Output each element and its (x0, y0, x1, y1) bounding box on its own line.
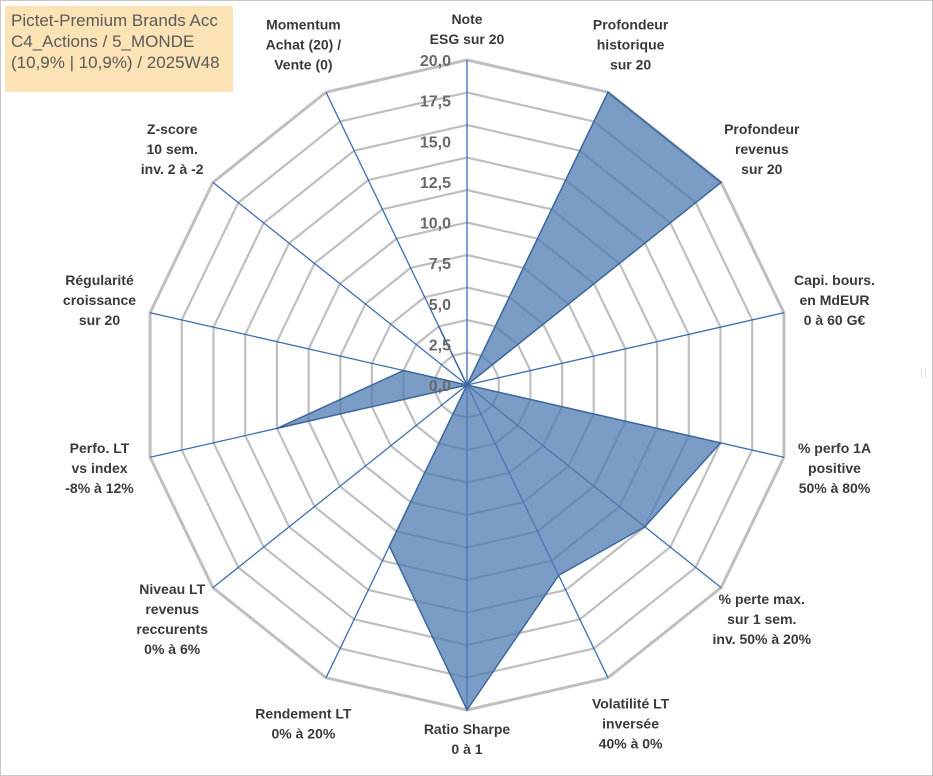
axis-label-2: Profondeur revenus sur 20 (724, 121, 800, 177)
axis-label-9: Niveau LT revenus reccurents 0% à 6% (136, 581, 208, 657)
tick-label-7: 17,5 (420, 94, 451, 111)
spoke-12 (212, 181, 468, 386)
series-point-5 (644, 526, 646, 528)
resize-handle[interactable] (921, 368, 926, 378)
tick-label-5: 12,5 (420, 175, 451, 192)
axis-label-7: Ratio Sharpe 0 à 1 (424, 721, 511, 757)
radar-series (276, 91, 723, 712)
series-point-2 (720, 181, 722, 184)
series-point-13 (438, 325, 440, 328)
tick-label-0: 0,0 (429, 378, 451, 395)
axis-label-1: Profondeur historique sur 20 (593, 16, 669, 72)
axis-label-4: % perfo 1A positive 50% à 80% (798, 440, 871, 496)
series-point-6 (557, 574, 560, 577)
spoke-3 (466, 312, 785, 386)
axis-label-10: Perfo. LT vs index -8% à 12% (65, 440, 134, 496)
axis-label-6: Volatilité LT inversée 40% à 0% (592, 696, 670, 752)
axis-label-5: % perte max. sur 1 sem. inv. 50% à 20% (713, 591, 812, 647)
tick-label-6: 15,0 (420, 134, 451, 151)
series-point-12 (466, 384, 468, 386)
axis-label-13: Momentum Achat (20) / Vente (0) (266, 16, 342, 72)
axis-label-0: Note ESG sur 20 (430, 11, 505, 47)
series-point-4 (719, 442, 722, 444)
axis-label-11: Régularité croissance sur 20 (63, 272, 136, 328)
tick-label-8: 20,0 (420, 53, 451, 70)
tick-label-2: 5,0 (429, 297, 451, 314)
tick-label-3: 7,5 (429, 256, 451, 273)
fund-period: (10,9% | 10,9%) / 2025W48 (11, 53, 220, 72)
axis-label-8: Rendement LT 0% à 20% (255, 706, 352, 742)
series-point-11 (402, 369, 405, 372)
axis-label-12: Z-score 10 sem. inv. 2 à -2 (141, 121, 204, 177)
spoke-9 (212, 384, 468, 589)
series-point-1 (607, 91, 609, 93)
series-point-7 (466, 709, 468, 711)
fund-category: C4_Actions / 5_MONDE (11, 32, 195, 51)
series-point-8 (388, 545, 391, 547)
axis-labels: Note ESG sur 20 Profondeur historique sur 20… (63, 11, 875, 757)
series-point-10 (276, 427, 278, 430)
tick-label-4: 10,0 (420, 216, 451, 233)
tick-label-1: 2,5 (429, 337, 451, 354)
fund-name: Pictet-Premium Brands Acc (11, 11, 218, 30)
radial-tick-labels: 0,0 2,5 5,0 7,5 10,0 12,5 15,0 17,5 20,0 (420, 53, 451, 395)
axis-label-3: Capi. bours. en MdEUR 0 à 60 G€ (794, 272, 875, 328)
fund-title-box: Pictet-Premium Brands Acc C4_Actions / 5… (5, 6, 233, 92)
series-area-0 (276, 91, 723, 712)
